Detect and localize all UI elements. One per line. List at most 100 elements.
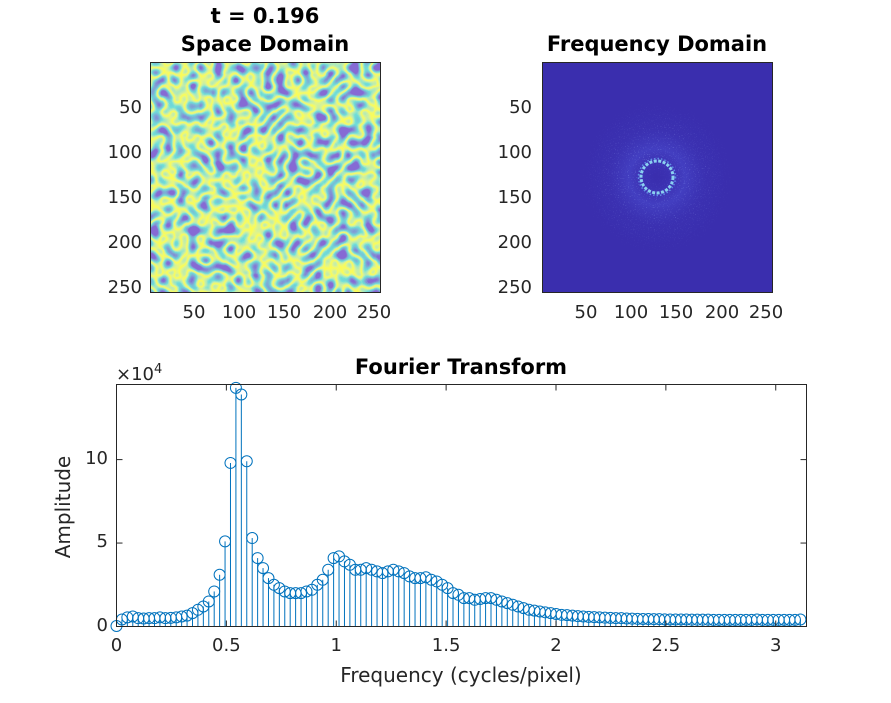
stem-marker bbox=[414, 572, 427, 585]
frequency-y-tick-label: 200 bbox=[497, 232, 532, 253]
x-tick-label: 3 bbox=[770, 635, 782, 656]
stem-marker bbox=[571, 610, 584, 623]
stem-marker bbox=[495, 595, 508, 608]
stem-marker bbox=[767, 613, 780, 626]
stem-marker bbox=[685, 613, 698, 626]
x-tick-label: 1.5 bbox=[431, 635, 461, 656]
space-x-tick-label: 150 bbox=[266, 302, 302, 323]
y-exponent-label: ×104 bbox=[116, 362, 162, 385]
stem-marker bbox=[246, 532, 259, 545]
stem-marker bbox=[479, 592, 492, 605]
stem-marker bbox=[137, 612, 150, 625]
stem-marker bbox=[517, 602, 530, 615]
stem-marker bbox=[360, 562, 373, 575]
stem-marker bbox=[273, 582, 286, 595]
frequency-domain-speckle bbox=[542, 62, 772, 292]
frequency-x-tick-label: 150 bbox=[658, 302, 694, 323]
stem-marker bbox=[696, 613, 709, 626]
stem-marker bbox=[745, 613, 758, 626]
stem-marker bbox=[447, 587, 460, 600]
y-axis-label: Amplitude bbox=[51, 455, 75, 559]
stem-marker bbox=[631, 612, 644, 625]
stem-marker bbox=[609, 612, 622, 625]
stem-marker bbox=[398, 567, 411, 580]
frequency-x-tick-label: 200 bbox=[704, 302, 740, 323]
stem-marker bbox=[153, 611, 166, 624]
space-y-tick-label: 100 bbox=[107, 142, 142, 163]
stem-marker bbox=[729, 613, 742, 626]
space-x-tick-label: 50 bbox=[182, 302, 206, 323]
stem-marker bbox=[707, 613, 720, 626]
stem-marker bbox=[490, 593, 503, 606]
stem-marker bbox=[371, 565, 384, 578]
stem-marker bbox=[257, 562, 270, 575]
stem-marker bbox=[186, 607, 199, 620]
tick-marks bbox=[116, 384, 807, 627]
stem-marker bbox=[577, 610, 590, 623]
frequency-y-tick-label: 100 bbox=[497, 142, 532, 163]
stem-marker bbox=[240, 455, 253, 468]
frequency-x-tick-label: 50 bbox=[574, 302, 598, 323]
stem-marker bbox=[381, 565, 394, 578]
stem-marker bbox=[615, 612, 628, 625]
stem-marker bbox=[750, 613, 763, 626]
frequency-domain-title: Frequency Domain bbox=[546, 32, 768, 56]
stem-marker bbox=[300, 585, 313, 598]
stem-marker bbox=[669, 613, 682, 626]
stem-marker bbox=[316, 573, 329, 586]
frequency-domain-ring-outer bbox=[637, 157, 677, 197]
stem-marker bbox=[343, 558, 356, 571]
stem-marker bbox=[712, 613, 725, 626]
frequency-x-tick-label: 250 bbox=[748, 302, 784, 323]
space-domain-title: Space Domain bbox=[180, 32, 350, 56]
stem-marker bbox=[512, 600, 525, 613]
stem-marker bbox=[604, 611, 617, 624]
stem-marker bbox=[642, 612, 655, 625]
stem-marker bbox=[191, 603, 204, 616]
stem-marker bbox=[430, 575, 443, 588]
stem-marker bbox=[734, 613, 747, 626]
stem-marker bbox=[354, 563, 367, 576]
stem-marker bbox=[566, 609, 579, 622]
plot-frame bbox=[116, 384, 807, 627]
frequency-domain-frame bbox=[542, 62, 773, 293]
stem-marker bbox=[636, 612, 649, 625]
stem-marker bbox=[740, 613, 753, 626]
stem-marker bbox=[267, 578, 280, 591]
stem-marker bbox=[539, 606, 552, 619]
stem-marker bbox=[208, 585, 221, 598]
stem-marker bbox=[295, 587, 308, 600]
space-y-tick-label: 150 bbox=[107, 187, 142, 208]
stem-marker bbox=[305, 583, 318, 596]
frequency-domain-ring bbox=[639, 159, 675, 195]
stem-marker bbox=[121, 611, 134, 624]
stem-marker bbox=[143, 612, 156, 625]
stem-marker bbox=[213, 568, 226, 581]
space-y-tick-label: 250 bbox=[107, 277, 142, 298]
stem-marker bbox=[202, 595, 215, 608]
stem-marker bbox=[691, 613, 704, 626]
stem-marker bbox=[620, 612, 633, 625]
stem-marker bbox=[419, 571, 432, 584]
stem-marker bbox=[251, 552, 264, 565]
stem-marker bbox=[311, 578, 324, 591]
stem-marker bbox=[289, 587, 302, 600]
space-x-tick-label: 200 bbox=[312, 302, 348, 323]
stem-marker bbox=[756, 613, 769, 626]
stem-marker bbox=[550, 607, 563, 620]
stem-marker bbox=[322, 563, 335, 576]
y-exponent-base: ×10 bbox=[116, 364, 154, 385]
stem-marker bbox=[501, 597, 514, 610]
stem-marker bbox=[457, 592, 470, 605]
y-tick-label: 0 bbox=[96, 614, 108, 636]
stem-marker bbox=[159, 612, 172, 625]
stem-marker bbox=[349, 563, 362, 576]
stem-marker bbox=[560, 609, 573, 622]
x-tick-label: 2 bbox=[550, 635, 562, 656]
y-tick-label: 5 bbox=[96, 531, 108, 553]
stem-marker bbox=[425, 573, 438, 586]
stem-marker bbox=[653, 613, 666, 626]
stem-marker bbox=[761, 613, 774, 626]
stem-marker bbox=[582, 610, 595, 623]
stem-marker bbox=[772, 613, 785, 626]
